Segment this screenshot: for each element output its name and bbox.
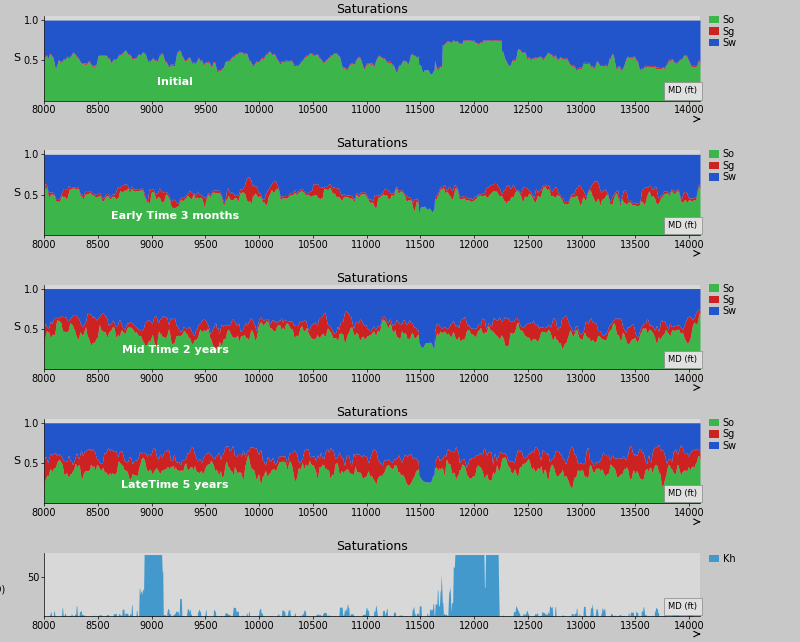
Title: Saturations: Saturations bbox=[336, 3, 408, 16]
Y-axis label: K (mD): K (mD) bbox=[0, 585, 5, 594]
Y-axis label: S: S bbox=[14, 322, 20, 332]
Title: Saturations: Saturations bbox=[336, 406, 408, 419]
Text: MD (ft): MD (ft) bbox=[668, 87, 698, 96]
Text: Initial: Initial bbox=[158, 77, 193, 87]
Y-axis label: S: S bbox=[14, 456, 20, 466]
Legend: Kh: Kh bbox=[708, 553, 736, 565]
Text: MD (ft): MD (ft) bbox=[668, 221, 698, 230]
Legend: So, Sg, Sw: So, Sg, Sw bbox=[708, 148, 738, 183]
Title: Saturations: Saturations bbox=[336, 540, 408, 553]
Text: MD (ft): MD (ft) bbox=[668, 489, 698, 498]
Y-axis label: S: S bbox=[14, 53, 20, 64]
Title: Saturations: Saturations bbox=[336, 137, 408, 150]
Text: MD (ft): MD (ft) bbox=[668, 602, 698, 611]
Text: MD (ft): MD (ft) bbox=[668, 355, 698, 364]
Text: Mid Time 2 years: Mid Time 2 years bbox=[122, 345, 229, 356]
Text: LateTime 5 years: LateTime 5 years bbox=[122, 480, 229, 490]
Legend: So, Sg, Sw: So, Sg, Sw bbox=[708, 282, 738, 318]
Title: Saturations: Saturations bbox=[336, 272, 408, 284]
Legend: So, Sg, Sw: So, Sg, Sw bbox=[708, 417, 738, 452]
Text: Early Time 3 months: Early Time 3 months bbox=[111, 211, 239, 221]
Legend: So, Sg, Sw: So, Sg, Sw bbox=[708, 14, 738, 49]
Y-axis label: S: S bbox=[14, 187, 20, 198]
